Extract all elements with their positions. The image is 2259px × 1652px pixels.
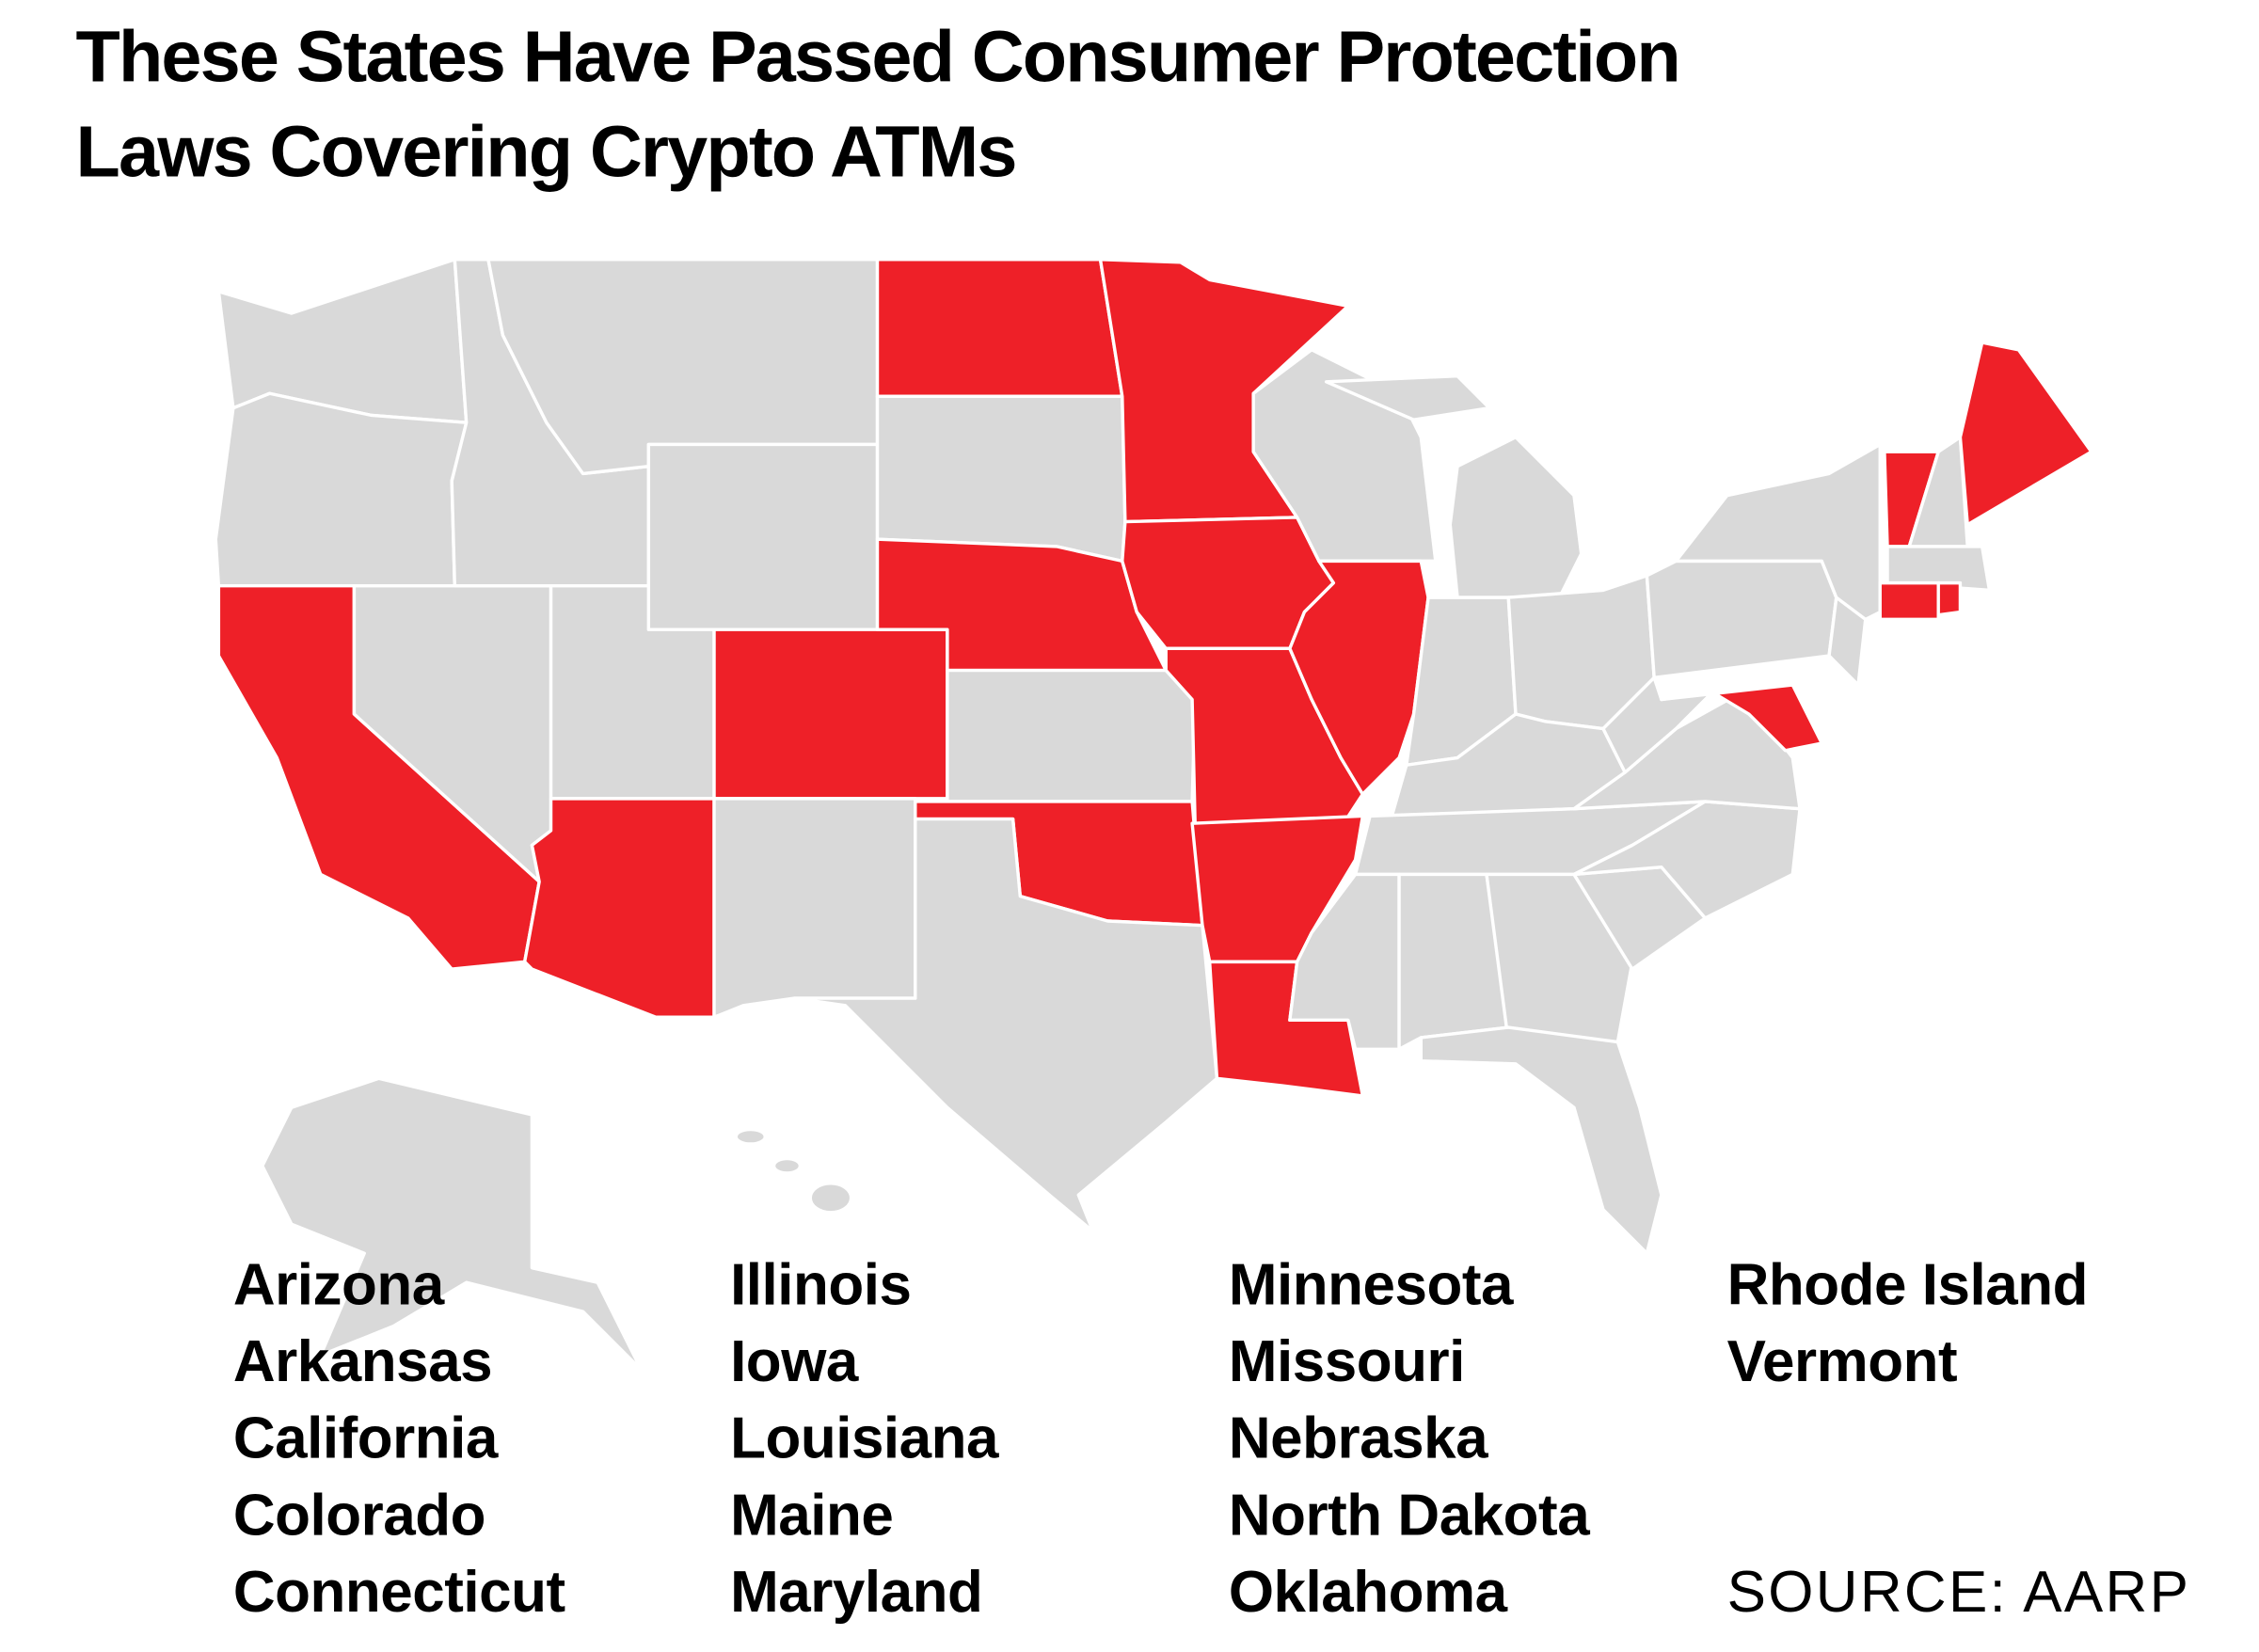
state bbox=[875, 394, 1127, 564]
state bbox=[1485, 872, 1634, 1044]
state bbox=[1419, 1025, 1663, 1255]
state bbox=[522, 797, 716, 1019]
state-name: California bbox=[233, 1406, 499, 1471]
state-name: Arkansas bbox=[233, 1329, 492, 1394]
state bbox=[946, 668, 1197, 803]
state bbox=[875, 258, 1124, 399]
state bbox=[214, 391, 469, 588]
state bbox=[712, 627, 949, 801]
state bbox=[712, 797, 917, 1019]
state-name: North Dakota bbox=[1229, 1483, 1590, 1548]
state bbox=[1448, 436, 1583, 599]
state bbox=[772, 1156, 803, 1175]
state-name: Nebraska bbox=[1229, 1406, 1488, 1471]
state bbox=[1645, 559, 1838, 680]
state bbox=[808, 1182, 853, 1215]
state-name: Maryland bbox=[730, 1560, 982, 1625]
state-name: Vermont bbox=[1727, 1329, 1958, 1394]
state-name: Oklahoma bbox=[1229, 1560, 1508, 1625]
state bbox=[1660, 683, 1823, 753]
state-name: Louisiana bbox=[730, 1406, 999, 1471]
state bbox=[1288, 559, 1430, 796]
state-list: Arizona Arkansas California Colorado Connect… bbox=[233, 1252, 2089, 1625]
state bbox=[1885, 545, 1992, 593]
title-line: These States Have Passed Consumer Protec… bbox=[76, 17, 1679, 98]
state-name: Connecticut bbox=[233, 1560, 565, 1625]
state bbox=[1958, 341, 2093, 527]
state bbox=[1324, 373, 1491, 421]
source: SOURCE: AARP bbox=[1727, 1560, 2191, 1625]
state-name: Iowa bbox=[730, 1329, 859, 1394]
state-name: Illinois bbox=[730, 1252, 911, 1317]
state bbox=[1878, 580, 1940, 622]
state-name: Missouri bbox=[1229, 1329, 1465, 1394]
state bbox=[646, 442, 880, 631]
state bbox=[1936, 580, 1963, 617]
state bbox=[261, 1076, 644, 1372]
state bbox=[1827, 596, 1868, 687]
state-name: Arizona bbox=[233, 1252, 445, 1317]
state bbox=[1572, 800, 1802, 920]
title-line: Laws Covering Crypto ATMs bbox=[76, 111, 1016, 192]
us-map bbox=[214, 258, 2093, 1372]
state-name: Colorado bbox=[233, 1483, 485, 1548]
state-name: Rhode Island bbox=[1727, 1252, 2088, 1317]
state bbox=[734, 1127, 767, 1146]
state-name: Minnesota bbox=[1229, 1252, 1514, 1317]
state bbox=[792, 817, 1219, 1233]
state-name: Maine bbox=[730, 1483, 893, 1548]
